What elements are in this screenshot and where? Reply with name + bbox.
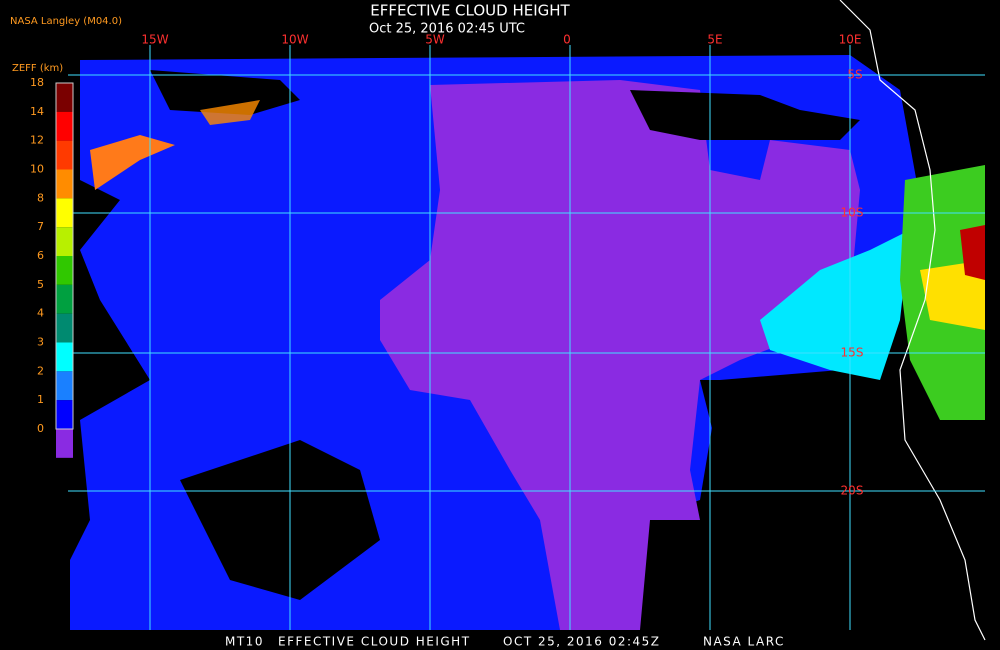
colorbar-swatch <box>56 429 73 458</box>
longitude-labels: 15W 10W 5W 0 5E 10E <box>141 33 861 47</box>
colorbar-swatch <box>56 284 73 314</box>
title: EFFECTIVE CLOUD HEIGHT <box>370 2 570 20</box>
clear-patch <box>630 90 860 140</box>
very-high-cloud <box>960 225 985 280</box>
colorbar-swatch <box>56 313 73 343</box>
clear-patch <box>150 70 300 115</box>
longitude-label: 10W <box>281 33 308 47</box>
footer-text: EFFECTIVE CLOUD HEIGHT <box>278 635 471 649</box>
colorbar-label: ZEFF (km) <box>12 63 63 74</box>
colorbar-swatch <box>56 227 73 256</box>
colorbar-tick-label: 12 <box>30 134 44 147</box>
colorbar-swatch <box>56 111 73 141</box>
colorbar-tick-label: 1 <box>37 393 44 406</box>
footer-text: MT10 <box>225 635 264 649</box>
latitude-label: 20S <box>841 484 864 498</box>
longitude-label: 5E <box>707 33 722 47</box>
source: NASA Langley (M04.0) <box>10 16 122 27</box>
mid-cloud <box>760 230 910 380</box>
latitude-label: 10S <box>841 206 864 220</box>
colorbar-tick-label: 8 <box>37 191 44 204</box>
colorbar-tick-label: 7 <box>37 220 44 233</box>
latitude-label: 5S <box>847 68 862 82</box>
colorbar-tick-label: 14 <box>30 105 44 118</box>
colorbar-swatch <box>56 256 73 285</box>
footer: MT10 EFFECTIVE CLOUD HEIGHT OCT 25, 2016 0… <box>225 635 785 649</box>
colorbar-tick-label: 18 <box>30 76 44 89</box>
very-low-cloud-region <box>380 80 860 630</box>
longitude-label: 0 <box>563 33 571 47</box>
colorbar-tick-label: 10 <box>30 163 44 176</box>
colorbar-swatch <box>56 371 73 401</box>
subtitle: Oct 25, 2016 02:45 UTC <box>369 22 525 37</box>
latitude-labels: 5S 10S 15S 20S <box>841 68 864 498</box>
high-cloud <box>920 260 985 330</box>
colorbar-tick-label: 2 <box>37 364 44 377</box>
longitude-label: 10E <box>839 33 862 47</box>
footer-text: NASA LARC <box>703 635 785 649</box>
colorbar-frame <box>55 82 74 430</box>
colorbar-swatch <box>56 342 73 372</box>
colorbar-tick-label: 4 <box>37 307 44 320</box>
latitude-label: 15S <box>841 346 864 360</box>
colorbar-swatch <box>56 169 73 199</box>
longitude-label: 15W <box>141 33 168 47</box>
clear-patch <box>180 440 380 600</box>
longitude-label: 5W <box>425 33 445 47</box>
footer-text: OCT 25, 2016 02:45Z <box>503 635 661 649</box>
colorbar-swatch <box>56 83 73 112</box>
map-imagery <box>68 0 986 641</box>
colorbar-swatch <box>56 140 73 170</box>
clear-patch <box>700 380 830 470</box>
high-cloud <box>200 100 260 125</box>
colorbar-tick-label: 5 <box>37 278 44 291</box>
colorbar-swatch <box>56 400 73 429</box>
colorbar-swatch <box>56 198 73 228</box>
graticule <box>68 45 985 630</box>
colorbar-tick-label: 0 <box>37 422 44 435</box>
colorbar-tick-label: 6 <box>37 249 44 262</box>
high-cloud <box>90 135 175 190</box>
colorbar-tick-label: 3 <box>37 336 44 349</box>
coastline <box>839 0 986 641</box>
